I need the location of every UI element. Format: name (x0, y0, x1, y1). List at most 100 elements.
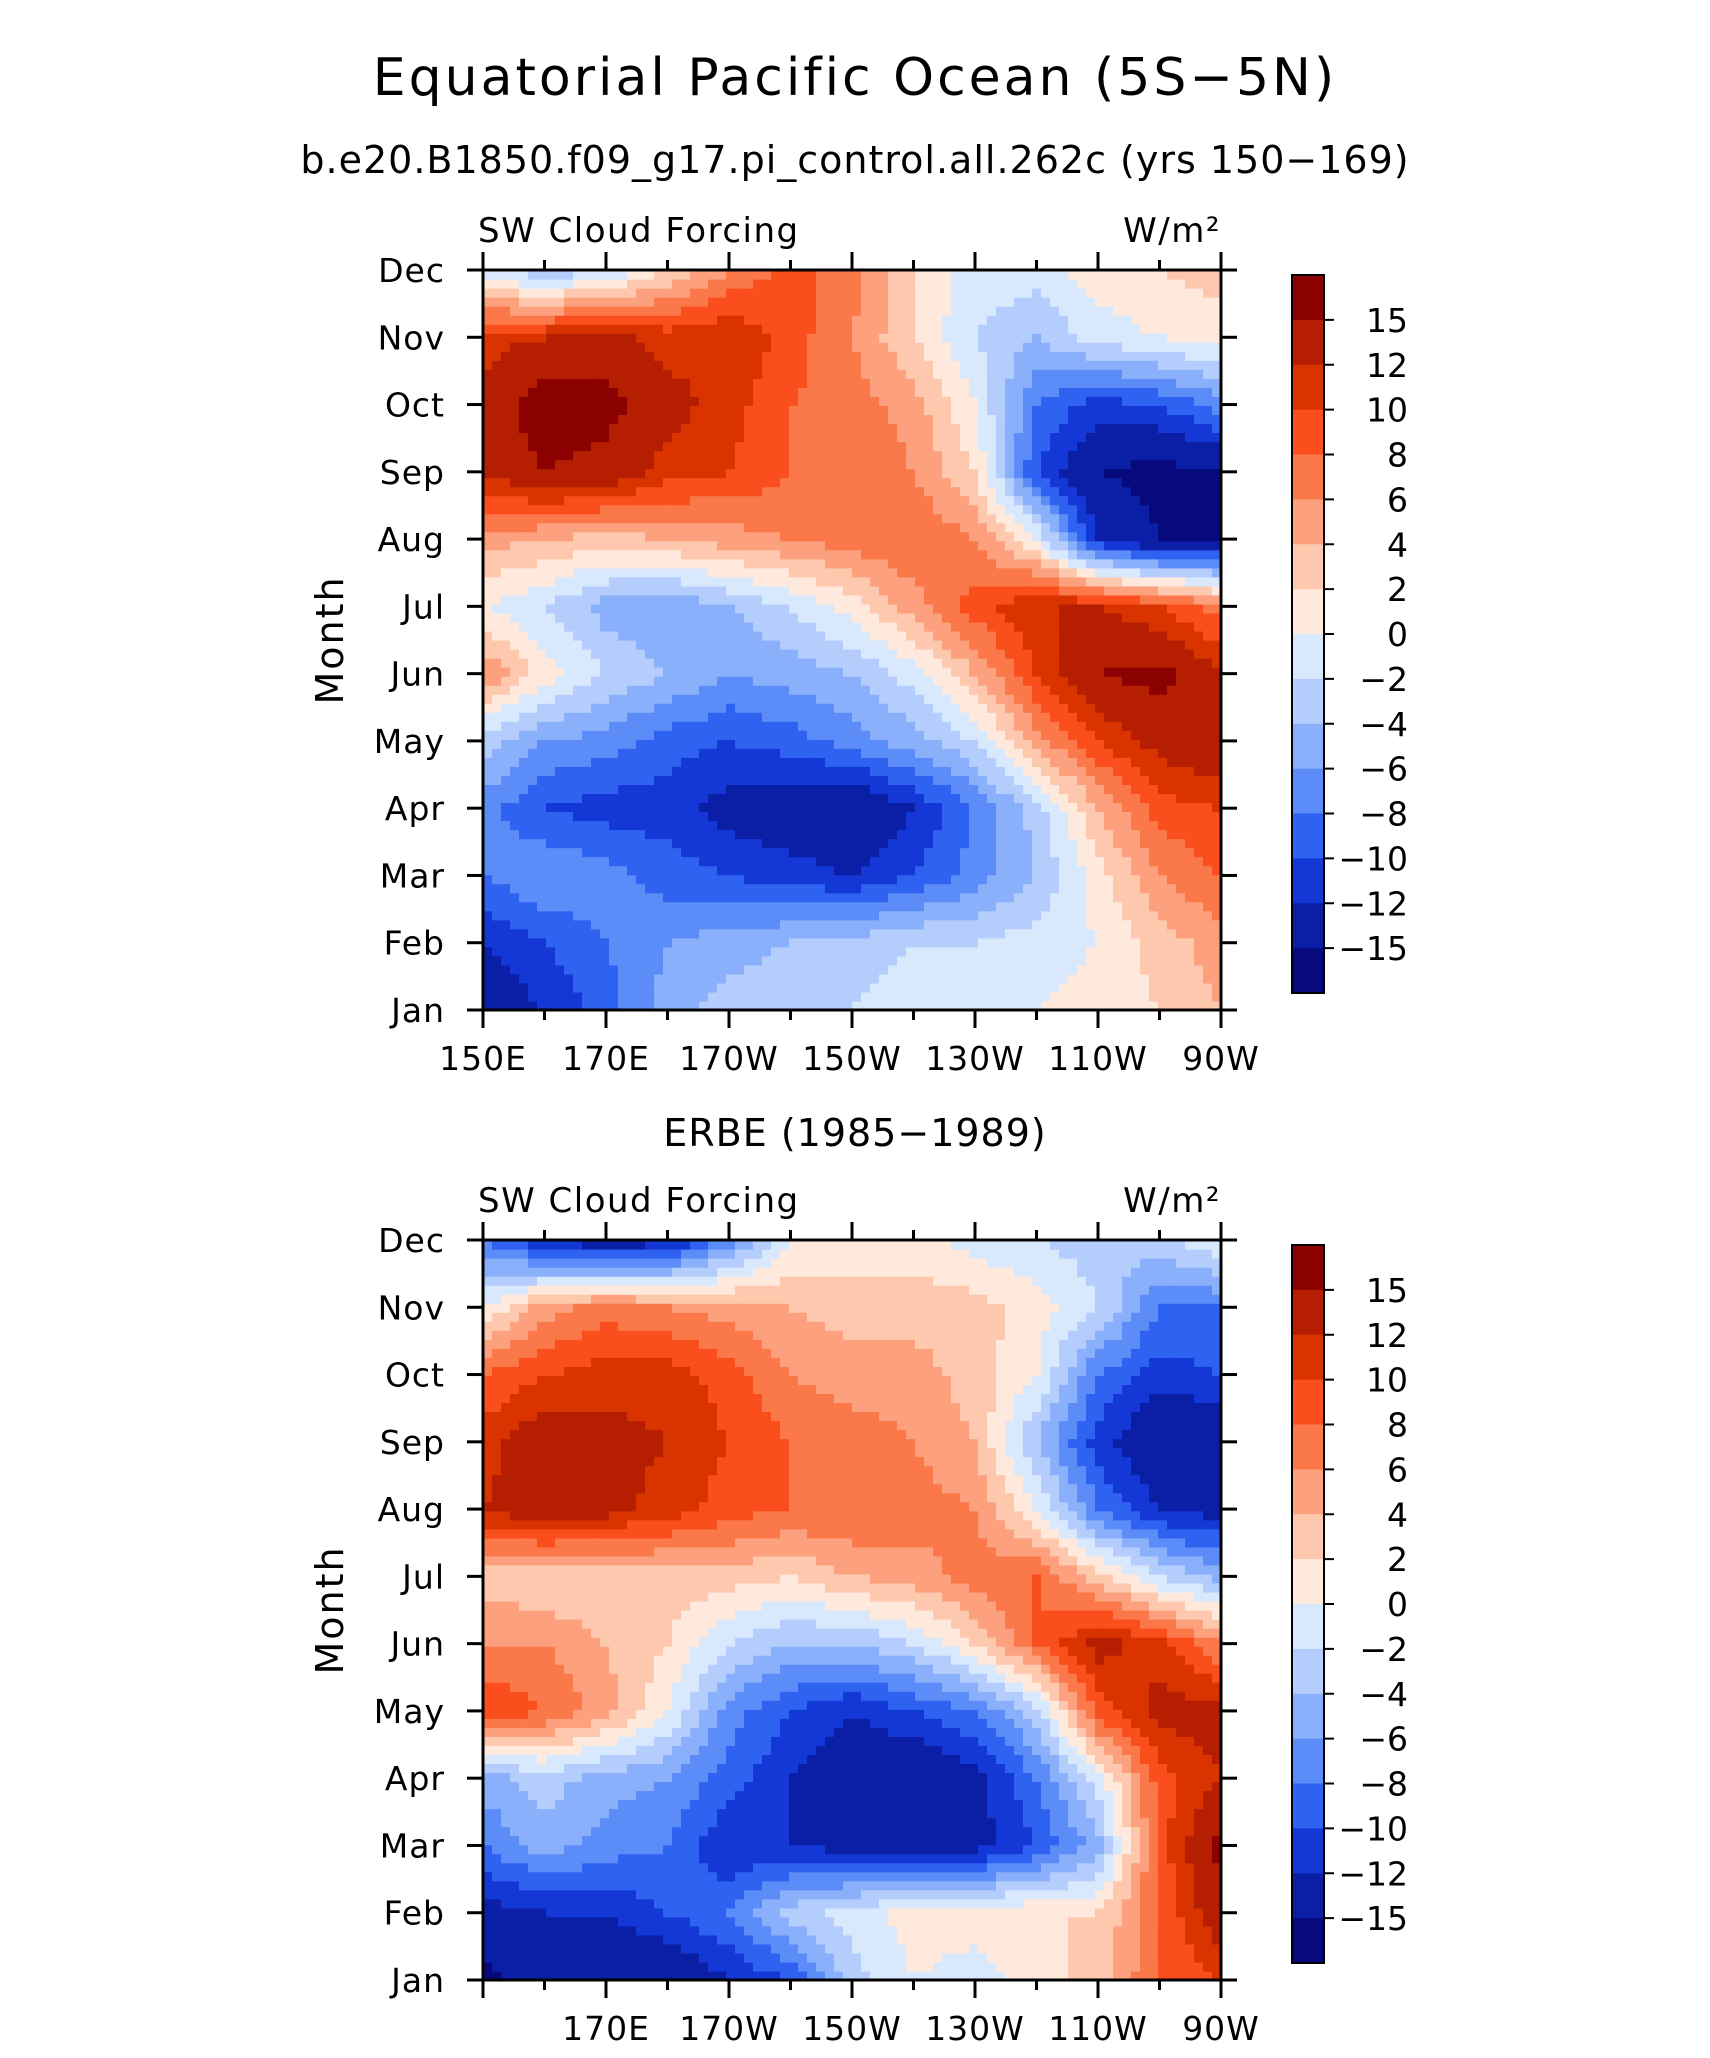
heatmap-cell (663, 811, 673, 822)
heatmap-cell (708, 991, 718, 1002)
heatmap-cell (636, 793, 646, 804)
heatmap-cell (582, 757, 592, 767)
heatmap-cell (519, 793, 529, 804)
heatmap-cell (1167, 838, 1177, 849)
heatmap-cell (681, 856, 691, 867)
heatmap-cell (600, 630, 610, 641)
heatmap-cell (852, 721, 862, 731)
heatmap-cell (924, 676, 934, 686)
heatmap-cell (753, 937, 763, 948)
heatmap-cell (519, 802, 529, 813)
heatmap-cell (942, 910, 952, 921)
heatmap-cell (987, 730, 997, 740)
heatmap-cell (852, 486, 862, 497)
heatmap-cell (1014, 829, 1024, 840)
heatmap-cell (609, 883, 619, 894)
heatmap-cell (591, 793, 601, 804)
heatmap-cell (1122, 937, 1132, 948)
heatmap-cell (798, 468, 808, 479)
heatmap-cell (807, 540, 817, 551)
heatmap-cell (1032, 594, 1042, 605)
heatmap-cell (645, 991, 655, 1002)
heatmap-cell (627, 748, 637, 758)
heatmap-cell (843, 856, 853, 867)
heatmap-cell (573, 829, 583, 840)
heatmap-cell (825, 946, 835, 957)
heatmap-cell (1194, 847, 1204, 858)
heatmap-cell (1032, 964, 1042, 975)
heatmap-cell (789, 513, 799, 524)
heatmap-cell (996, 838, 1006, 849)
heatmap-cell (1104, 892, 1114, 903)
heatmap-cell (564, 576, 574, 587)
heatmap-cell (564, 603, 574, 614)
heatmap-cell (645, 1000, 655, 1011)
heatmap-cell (618, 459, 628, 470)
heatmap-cell (582, 919, 592, 930)
heatmap-cell (1185, 594, 1195, 605)
heatmap-cell (852, 1000, 862, 1011)
heatmap-cell (735, 910, 745, 921)
heatmap-cell (1104, 973, 1114, 984)
heatmap-cell (1086, 919, 1096, 930)
heatmap-cell (789, 730, 799, 740)
heatmap-cell (1104, 685, 1114, 695)
heatmap-cell (717, 865, 727, 876)
heatmap-cell (708, 531, 718, 542)
heatmap-cell (1158, 937, 1168, 948)
heatmap-cell (582, 549, 592, 560)
heatmap-cell (1194, 865, 1204, 876)
heatmap-cell (870, 649, 880, 659)
heatmap-cell (1113, 901, 1123, 912)
heatmap-cell (870, 865, 880, 876)
heatmap-cell (1113, 757, 1123, 767)
heatmap-cell (555, 910, 565, 921)
heatmap-cell (879, 847, 889, 858)
heatmap-cell (897, 793, 907, 804)
heatmap-cell (969, 540, 979, 551)
heatmap-cell (807, 504, 817, 515)
heatmap-cell (600, 486, 610, 497)
heatmap-cell (1176, 649, 1186, 659)
heatmap-cell (1050, 856, 1060, 867)
heatmap-cell (654, 531, 664, 542)
heatmap-cell (663, 757, 673, 767)
heatmap-cell (987, 892, 997, 903)
heatmap-cell (663, 964, 673, 975)
heatmap-cell (834, 504, 844, 515)
heatmap-cell (735, 558, 745, 569)
heatmap-cell (708, 468, 718, 479)
heatmap-cell (528, 847, 538, 858)
heatmap-cell (735, 540, 745, 551)
heatmap-cell (888, 793, 898, 804)
heatmap-cell (1077, 495, 1087, 506)
heatmap-cell (1203, 486, 1213, 497)
heatmap-cell (1122, 748, 1132, 758)
heatmap-cell (834, 955, 844, 966)
heatmap-cell (1122, 955, 1132, 966)
heatmap-cell (879, 649, 889, 659)
heatmap-cell (870, 658, 880, 668)
heatmap-cell (1032, 829, 1042, 840)
heatmap-cell (501, 811, 511, 822)
heatmap-cell (609, 775, 619, 785)
heatmap-cell (861, 901, 871, 912)
heatmap-cell (681, 685, 691, 695)
heatmap-cell (1050, 703, 1060, 713)
heatmap-cell (708, 946, 718, 957)
heatmap-cell (573, 973, 583, 984)
heatmap-cell (915, 838, 925, 849)
heatmap-cell (483, 910, 493, 921)
heatmap-cell (672, 748, 682, 758)
heatmap-cell (1041, 531, 1051, 542)
heatmap-cell (609, 730, 619, 740)
heatmap-cell (501, 910, 511, 921)
heatmap-cell (1041, 549, 1051, 560)
heatmap-cell (816, 477, 826, 488)
heatmap-cell (564, 531, 574, 542)
heatmap-cell (510, 874, 520, 885)
heatmap-cell (753, 477, 763, 488)
heatmap-cell (591, 712, 601, 722)
heatmap-cell (699, 558, 709, 569)
heatmap-cell (969, 847, 979, 858)
